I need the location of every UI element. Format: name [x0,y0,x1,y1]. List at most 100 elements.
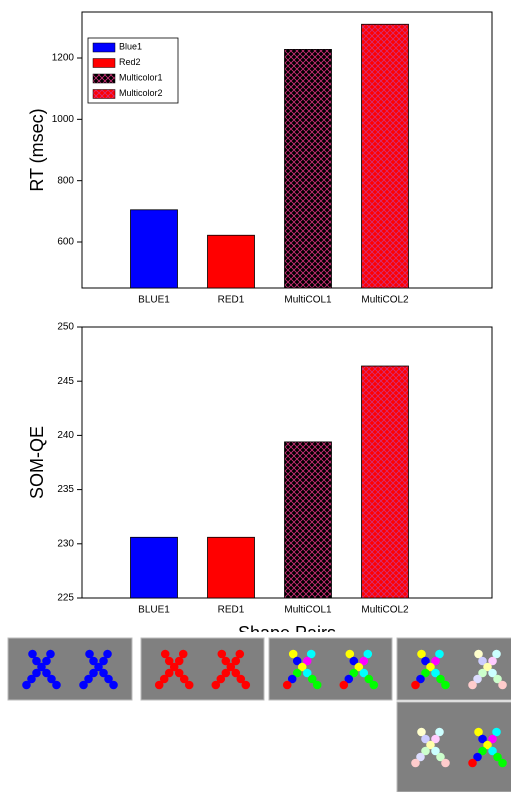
stimulus-dot [345,649,355,659]
stimulus-dot [359,656,369,666]
stimulus-dot [99,668,108,678]
stimulus-dot [359,668,369,678]
stimulus-dot [468,680,477,690]
stimulus-dot [159,674,169,684]
stimulus-dot [282,680,292,690]
bar [130,209,178,289]
y-tick-label: 225 [57,593,74,604]
x-tick-label: MultiCOL1 [284,295,332,306]
stimulus-dot [216,674,226,684]
stimulus-dot [184,680,194,690]
stimulus-dot [431,746,440,756]
stimulus-dot [478,746,487,756]
stimulus-dot [473,752,482,762]
stimulus-dot [241,680,251,690]
x-tick-label: BLUE1 [138,295,170,306]
stimulus-dot [354,662,364,672]
x-tick-label: MultiCOL1 [284,605,332,616]
stimulus-dot [27,674,36,684]
stimulus-dot [473,674,482,684]
bar [207,536,255,599]
stimulus-dot [302,656,312,666]
stimulus-dot [369,680,379,690]
stimulus-dot [441,680,450,690]
legend-swatch [92,42,116,53]
stimulus-dot [221,656,231,666]
charts: 600 800 1000 1200 BLUE1 RED1 MultiCOL1 MultiCOL… [27,11,493,632]
y-tick-label: 230 [57,538,74,549]
stimulus-dot [211,680,221,690]
stimulus-dot [297,662,307,672]
stimulus-dot [22,680,31,690]
stimulus-dot [217,649,227,659]
stimulus-dot [416,674,425,684]
bar [284,49,332,289]
stimulus-dot [178,649,188,659]
x-tick-label: BLUE1 [138,605,170,616]
y-tick-label: 1000 [52,114,75,125]
stimulus-dot [349,656,359,666]
bar [207,234,255,289]
stimulus-dot [85,649,94,659]
stimulus-dot [103,649,112,659]
stimulus-dot [488,668,497,678]
stimulus-dot [411,758,420,768]
stimulus-dot [421,746,430,756]
stimulus-dot [488,746,497,756]
stimulus-dot [478,656,487,666]
stimulus-dot [411,680,420,690]
stimulus-dot [52,680,61,690]
stimulus-dot [426,740,435,750]
stimulus-dot [417,649,426,659]
y-tick-label: 800 [57,175,74,186]
stimulus-dot [312,680,322,690]
y-axis-label: SOM-QE [27,426,47,499]
legend-swatch [92,73,116,84]
x-tick-label: MultiCOL2 [361,295,409,306]
stimulus-dot [221,668,231,678]
stimulus-dot [174,656,184,666]
legend-swatch [92,89,116,99]
stimulus-dot [89,668,98,678]
stimulus-dot [421,656,430,666]
stimulus-dot [292,656,302,666]
stimulus-dot [478,668,487,678]
stimulus-dot [436,752,445,762]
y-tick-label: 245 [57,376,74,387]
stimulus-dot [474,649,483,659]
stimulus-dot [416,752,425,762]
stimulus-dot [474,727,483,737]
stimulus-dot [292,668,302,678]
stimulus-dot [231,656,241,666]
stimulus-dot [417,727,426,737]
stimulus-dot [483,740,492,750]
legend-label: Multicolor2 [119,88,163,98]
stimulus-panel [268,637,393,701]
stimulus-dot [109,680,118,690]
stimulus-dot [89,656,98,666]
stimulus-dot [498,680,507,690]
stimulus-dot [492,649,501,659]
stimulus-dot [421,734,430,744]
stimulus-dot [307,674,317,684]
stimulus-dot [94,662,103,672]
stimulus-panel [7,637,133,701]
stimulus-dot [349,668,359,678]
bar [130,536,178,599]
stimulus-dot [344,674,354,684]
y-tick-label: 600 [57,237,74,248]
stimulus-dot [493,674,502,684]
stimulus-dot [28,649,37,659]
stimulus-dot [169,662,179,672]
stimulus-dot [363,649,373,659]
stimulus-dot [478,734,487,744]
stimulus-dot [492,727,501,737]
x-tick-label: MultiCOL2 [361,605,409,616]
stimulus-dot [431,734,440,744]
stimulus-dot [287,674,297,684]
stimulus-dot [42,668,51,678]
stimulus-dot [32,668,41,678]
stimulus-dot [288,649,298,659]
stimulus-dot [436,674,445,684]
